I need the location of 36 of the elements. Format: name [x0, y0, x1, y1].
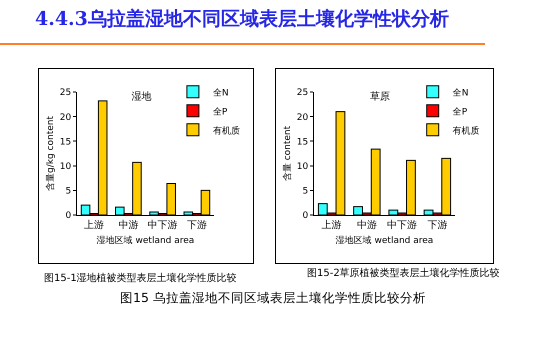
- chart-title: 湿地: [132, 90, 152, 102]
- y-tick-label: 15: [296, 137, 308, 148]
- x-tick-label: 中下游: [148, 219, 178, 231]
- caption: 图15-2草原植被类型表层土壤化学性质比较: [307, 266, 500, 280]
- text: 4.4.3乌拉盖湿地不同区域表层土壤化学性状分析: [35, 7, 449, 32]
- x-tick-label: 上游: [322, 219, 342, 231]
- y-axis-title: 含量 content: [282, 125, 294, 182]
- legend-label: 有机质: [212, 125, 240, 136]
- x-axis-title: 湿地区域 wetland area: [336, 234, 434, 246]
- y-tick-label: 25: [60, 88, 72, 98]
- legend-label: 全N: [452, 87, 468, 98]
- caption: 图15 乌拉盖湿地不同区域表层土壤化学性质比较分析: [120, 290, 426, 307]
- x-tick-label: 下游: [427, 219, 448, 231]
- legend-label: 全P: [452, 106, 468, 118]
- y-tick-label: 10: [60, 162, 72, 172]
- y-tick-label: 0: [65, 211, 72, 222]
- legend-label: 有机质: [452, 125, 480, 136]
- y-tick-label: 20: [296, 112, 308, 123]
- x-tick-label: 中游: [118, 219, 138, 231]
- caption: 图15-1湿地植被类型表层土壤化学性质比较: [44, 272, 237, 285]
- y-tick-label: 25: [296, 88, 308, 98]
- x-axis-title: 湿地区域 wetland area: [96, 234, 194, 246]
- x-tick-label: 中下游: [387, 219, 418, 231]
- y-tick-label: 5: [302, 186, 308, 197]
- y-tick-label: 20: [60, 112, 72, 123]
- y-tick-label: 10: [296, 162, 308, 172]
- x-tick-label: 下游: [186, 219, 207, 231]
- legend-label: 全P: [212, 106, 228, 118]
- y-axis-title: 含量g/kg content: [45, 116, 56, 191]
- y-tick-label: 0: [302, 211, 308, 222]
- x-tick-label: 上游: [84, 219, 104, 231]
- x-tick-label: 中游: [356, 219, 377, 231]
- chart-title: 草原: [370, 90, 390, 102]
- y-tick-label: 5: [65, 186, 72, 197]
- y-tick-label: 15: [60, 137, 72, 148]
- legend-label: 全N: [212, 87, 229, 98]
